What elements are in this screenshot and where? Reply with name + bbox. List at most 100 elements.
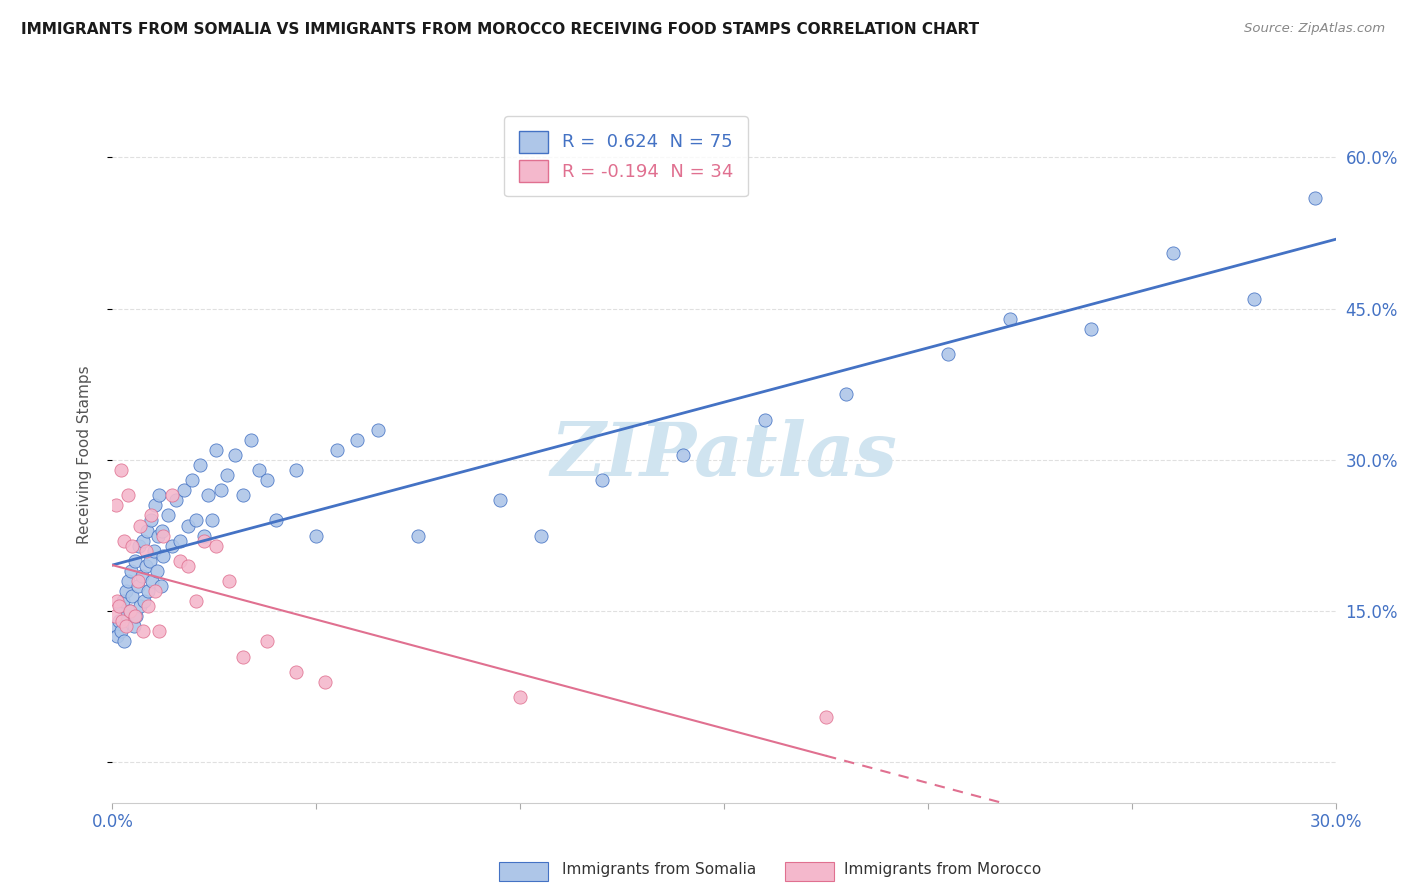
Point xyxy=(121,539,143,553)
Point xyxy=(112,533,135,548)
Point xyxy=(184,513,207,527)
Point xyxy=(188,458,211,472)
Point xyxy=(998,311,1021,326)
Point xyxy=(529,528,551,542)
Point xyxy=(108,599,131,614)
Point xyxy=(146,528,169,542)
Point xyxy=(256,473,278,487)
Point xyxy=(201,513,224,527)
Point xyxy=(104,499,127,513)
Point xyxy=(209,483,232,498)
Point xyxy=(128,539,150,553)
Point xyxy=(197,488,219,502)
Point xyxy=(110,624,132,639)
Point xyxy=(105,594,128,608)
Point xyxy=(205,442,228,457)
Text: IMMIGRANTS FROM SOMALIA VS IMMIGRANTS FROM MOROCCO RECEIVING FOOD STAMPS CORRELA: IMMIGRANTS FROM SOMALIA VS IMMIGRANTS FR… xyxy=(21,22,979,37)
Point xyxy=(111,615,134,629)
Point xyxy=(139,554,162,568)
Point xyxy=(181,473,204,487)
Point xyxy=(112,634,135,648)
Point xyxy=(114,619,136,633)
Point xyxy=(1305,191,1327,205)
Point xyxy=(1243,292,1265,306)
Point xyxy=(215,468,238,483)
Point xyxy=(148,624,170,639)
Point xyxy=(314,674,336,689)
Point xyxy=(134,594,156,608)
Point xyxy=(160,539,183,553)
Text: Immigrants from Somalia: Immigrants from Somalia xyxy=(562,863,756,877)
Point xyxy=(672,448,695,462)
Point xyxy=(152,549,174,563)
Point xyxy=(118,604,141,618)
Point xyxy=(138,584,160,599)
Point xyxy=(150,524,173,538)
Point xyxy=(122,619,145,633)
Point xyxy=(148,488,170,502)
Point xyxy=(256,634,278,648)
Point xyxy=(284,463,308,477)
Point xyxy=(132,624,155,639)
Point xyxy=(104,619,127,633)
Point xyxy=(240,433,263,447)
Point xyxy=(117,488,139,502)
Point xyxy=(173,483,195,498)
Text: Immigrants from Morocco: Immigrants from Morocco xyxy=(844,863,1040,877)
Point xyxy=(124,609,146,624)
Point xyxy=(835,387,858,401)
Point xyxy=(408,528,430,542)
Point xyxy=(127,574,149,588)
Point xyxy=(366,423,388,437)
Point xyxy=(284,665,308,679)
Point xyxy=(141,574,163,588)
Legend: R =  0.624  N = 75, R = -0.194  N = 34: R = 0.624 N = 75, R = -0.194 N = 34 xyxy=(505,116,748,196)
Point xyxy=(232,488,254,502)
Point xyxy=(143,543,166,558)
Point xyxy=(118,604,141,618)
Point xyxy=(264,513,287,527)
Point xyxy=(143,584,166,599)
Point xyxy=(247,463,270,477)
Point xyxy=(120,564,142,578)
Point xyxy=(156,508,179,523)
Point xyxy=(129,599,152,614)
Point xyxy=(169,533,191,548)
Point xyxy=(143,499,166,513)
Point xyxy=(1080,322,1102,336)
Point xyxy=(131,569,153,583)
Point xyxy=(815,710,838,724)
Point xyxy=(169,554,191,568)
Text: ZIPatlas: ZIPatlas xyxy=(551,418,897,491)
Point xyxy=(193,533,215,548)
Point xyxy=(149,579,172,593)
Point xyxy=(160,488,183,502)
Point xyxy=(132,533,155,548)
Point xyxy=(1161,246,1184,260)
Point xyxy=(489,493,512,508)
Point xyxy=(591,473,613,487)
Point xyxy=(115,609,138,624)
Y-axis label: Receiving Food Stamps: Receiving Food Stamps xyxy=(77,366,91,544)
Point xyxy=(111,594,134,608)
Point xyxy=(165,493,187,508)
Point xyxy=(138,599,160,614)
Point xyxy=(177,558,200,573)
Point xyxy=(121,589,143,603)
Point xyxy=(117,574,139,588)
Point xyxy=(224,448,246,462)
Point xyxy=(936,347,959,361)
Point xyxy=(141,513,163,527)
Point xyxy=(124,554,146,568)
Point xyxy=(232,649,254,664)
Point xyxy=(125,609,148,624)
Point xyxy=(141,508,163,523)
Point xyxy=(127,579,149,593)
Point xyxy=(346,433,368,447)
Point xyxy=(326,442,349,457)
Point xyxy=(135,558,157,573)
Point xyxy=(205,539,228,553)
Point xyxy=(754,412,776,426)
Point xyxy=(135,543,157,558)
Point xyxy=(152,528,174,542)
